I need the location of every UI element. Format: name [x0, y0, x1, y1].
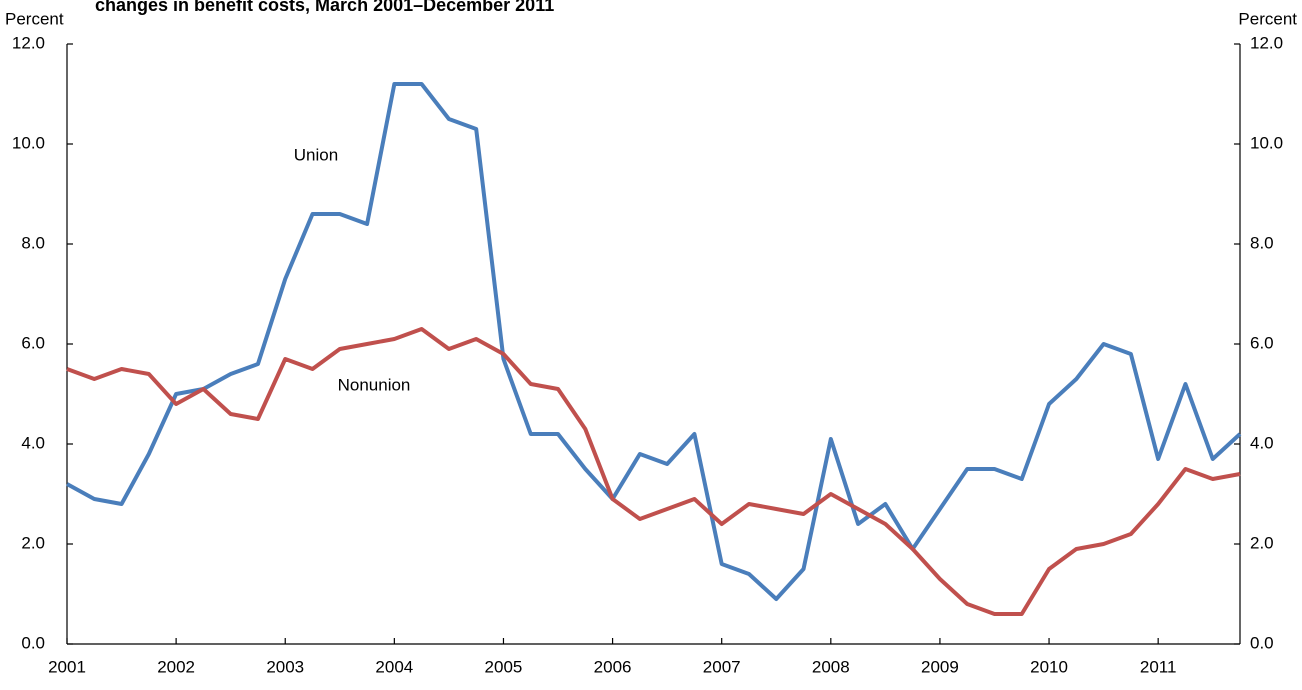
y2-tick-label: 0.0 [1250, 633, 1274, 652]
y-tick-label: 2.0 [21, 533, 45, 552]
x-tick-label: 2005 [485, 657, 523, 676]
x-tick-label: 2008 [812, 657, 850, 676]
y-tick-label: 10.0 [12, 133, 45, 152]
x-tick-label: 2004 [375, 657, 413, 676]
y2-tick-label: 8.0 [1250, 233, 1274, 252]
x-tick-label: 2003 [266, 657, 304, 676]
series-label: Union [294, 145, 338, 164]
x-tick-label: 2010 [1030, 657, 1068, 676]
y2-tick-label: 6.0 [1250, 333, 1274, 352]
x-tick-label: 2011 [1140, 657, 1177, 676]
series-label: Nonunion [338, 375, 411, 394]
series-line [66, 327, 1241, 616]
y2-tick-label: 2.0 [1250, 533, 1274, 552]
x-tick-label: 2009 [921, 657, 959, 676]
y-axis-label: Percent [5, 9, 64, 28]
y2-tick-label: 12.0 [1250, 33, 1283, 52]
series-line [66, 82, 1242, 601]
y-tick-label: 4.0 [21, 433, 45, 452]
y2-tick-label: 10.0 [1250, 133, 1283, 152]
x-tick-label: 2001 [48, 657, 86, 676]
y-tick-label: 12.0 [12, 33, 45, 52]
y2-tick-label: 4.0 [1250, 433, 1274, 452]
y2-axis-label: Percent [1238, 9, 1297, 28]
x-tick-label: 2002 [157, 657, 195, 676]
x-tick-label: 2007 [703, 657, 741, 676]
chart-title: changes in benefit costs, March 2001–Dec… [95, 0, 554, 15]
y-tick-label: 8.0 [21, 233, 45, 252]
y-tick-label: 0.0 [21, 633, 45, 652]
y-tick-label: 6.0 [21, 333, 45, 352]
x-tick-label: 2006 [594, 657, 632, 676]
